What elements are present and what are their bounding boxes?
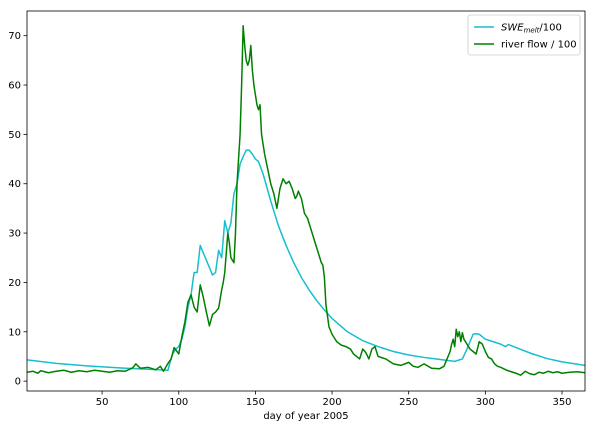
- x-tick-label: 150: [246, 397, 265, 408]
- x-tick-label: 100: [169, 397, 188, 408]
- x-tick-label: 200: [323, 397, 342, 408]
- legend-label-suffix: /100: [539, 23, 561, 34]
- y-tick-label: 50: [8, 130, 21, 141]
- y-tick-label: 30: [8, 229, 21, 240]
- y-tick-label: 40: [8, 179, 21, 190]
- series-line-2: [27, 25, 585, 376]
- legend-label-1: SWEmelt/100: [501, 23, 562, 35]
- series-layer: [27, 25, 585, 376]
- legend-label-2: river flow / 100: [501, 40, 577, 51]
- series-line-1: [27, 149, 585, 372]
- y-tick-label: 0: [15, 377, 21, 388]
- y-tick-label: 60: [8, 81, 21, 92]
- legend-box: [467, 14, 581, 56]
- legend-label-subscript: melt: [524, 27, 540, 35]
- x-tick-label: 50: [96, 397, 109, 408]
- x-axis-label: day of year 2005: [263, 411, 348, 422]
- legend: SWEmelt/100 river flow / 100: [467, 14, 581, 56]
- y-axis-ticks: 0 10 20 30 40 50 60 70: [8, 31, 27, 388]
- y-tick-label: 10: [8, 327, 21, 338]
- x-tick-label: 350: [552, 397, 571, 408]
- x-tick-label: 300: [476, 397, 495, 408]
- legend-label-main: SWE: [501, 23, 524, 34]
- y-tick-label: 20: [8, 278, 21, 289]
- axes-frame: [26, 10, 586, 392]
- x-axis-ticks: 50 100 150 200 250 300 350: [96, 391, 572, 408]
- y-tick-label: 70: [8, 31, 21, 42]
- x-tick-label: 250: [399, 397, 418, 408]
